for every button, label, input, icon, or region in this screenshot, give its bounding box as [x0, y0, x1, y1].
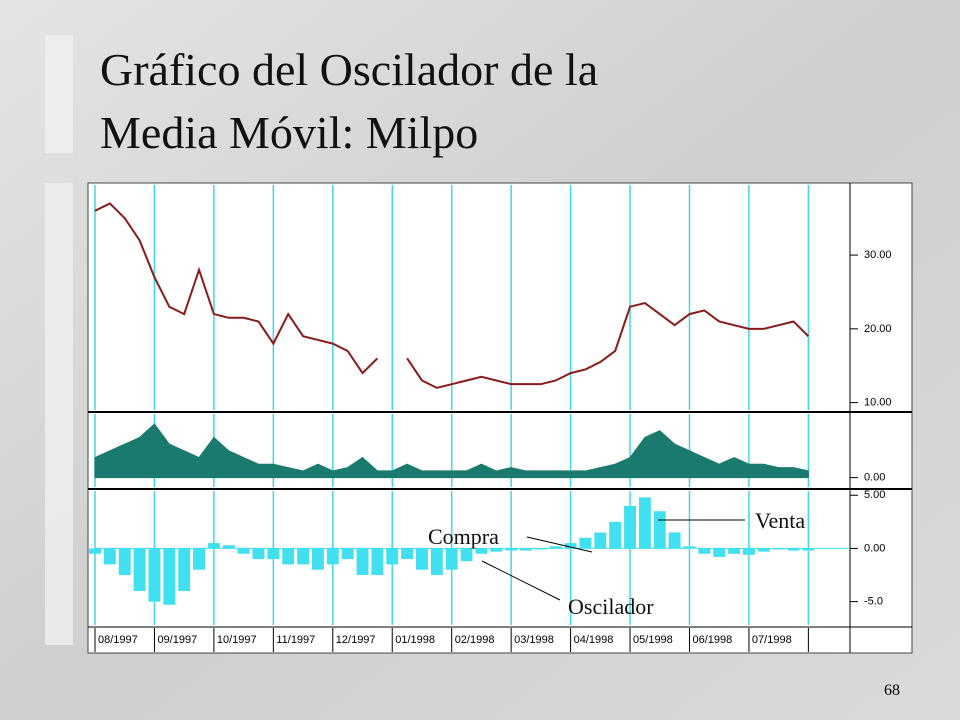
oscillator-bar — [579, 537, 592, 549]
x-tick-label: 11/1997 — [276, 634, 315, 646]
oscillator-bar — [445, 548, 458, 570]
oscillator-bar — [193, 548, 205, 570]
oscillator-bar — [713, 548, 726, 557]
oscillator-bar — [341, 548, 354, 560]
oscillator-bar — [103, 548, 116, 565]
oscillator-bar — [668, 532, 681, 549]
oscillator-bar — [609, 521, 622, 549]
oscillator-bar — [505, 548, 518, 551]
oscillator-bar — [802, 548, 815, 551]
oscillator-bar — [757, 548, 770, 552]
oscillator-bar — [311, 548, 324, 570]
annotation-line — [526, 536, 593, 553]
oscillator-bar — [222, 545, 235, 549]
oscillator-bar — [297, 548, 310, 565]
oscillator-bar — [653, 511, 666, 549]
oscillator-bar — [520, 548, 532, 551]
oscillator-bar — [490, 548, 503, 552]
y-tick-label: 5.00 — [864, 489, 885, 501]
page-number: 68 — [884, 682, 900, 699]
annotation-line — [481, 560, 561, 601]
oscillator-bar — [638, 497, 651, 549]
oscillator-bar — [237, 548, 250, 554]
oscillator-bar — [371, 548, 384, 576]
oscillator-bar — [133, 548, 146, 591]
title-line: Media Móvil: Milpo — [100, 107, 478, 158]
oscillator-bar — [89, 548, 101, 554]
title-line: Gráfico del Oscilador de la — [100, 44, 598, 95]
chart-frame — [87, 182, 913, 654]
y-tick-label: 10.00 — [864, 397, 892, 409]
x-tick-label: 12/1997 — [336, 634, 376, 646]
oscillator-bar — [178, 548, 191, 591]
decor-bar — [45, 183, 73, 645]
price-line — [94, 202, 810, 389]
oscillator-bar — [742, 548, 755, 555]
y-tick-label: -5.0 — [864, 596, 883, 608]
oscillator-bar — [252, 548, 265, 560]
x-tick-label: 03/1998 — [514, 634, 554, 646]
x-tick-label: 02/1998 — [455, 634, 495, 646]
annotation: Venta — [755, 508, 805, 533]
oscillator-bar — [460, 548, 473, 562]
y-tick-label: 20.00 — [864, 323, 892, 335]
y-tick-label: 0.00 — [864, 472, 885, 484]
volume-area — [94, 423, 809, 479]
oscillator-bar — [416, 548, 428, 570]
x-tick-label: 06/1998 — [692, 634, 732, 646]
oscillator-bar — [282, 548, 295, 565]
oscillator-bar — [728, 548, 741, 554]
oscillator-bar — [163, 548, 176, 605]
y-tick-label: 30.00 — [864, 249, 892, 261]
oscillator-bar — [594, 532, 607, 549]
x-tick-label: 10/1997 — [217, 634, 257, 646]
x-tick-label: 07/1998 — [752, 634, 792, 646]
y-tick-label: 0.00 — [864, 542, 885, 554]
oscillator-bar — [118, 548, 131, 576]
x-tick-label: 08/1997 — [98, 634, 138, 646]
oscillator-bar — [430, 548, 443, 576]
x-tick-label: 04/1998 — [574, 634, 614, 646]
oscillator-bar — [683, 546, 696, 549]
oscillator-bar — [207, 543, 220, 549]
oscillator-bar — [148, 548, 161, 602]
x-tick-label: 01/1998 — [395, 634, 435, 646]
decor-bar — [45, 35, 73, 153]
oscillator-bar — [787, 548, 800, 551]
oscillator-bar — [772, 548, 785, 550]
oscillator-bar — [624, 505, 636, 549]
oscillator-bar — [401, 548, 414, 560]
oscillator-bar — [549, 546, 562, 549]
oscillator-bar — [386, 548, 399, 565]
oscillator-bar — [356, 548, 369, 576]
oscillator-bar — [564, 543, 577, 549]
oscillator-bar — [475, 548, 488, 554]
oscillator-bar — [698, 548, 711, 554]
annotation: Oscilador — [568, 594, 654, 619]
oscillator-bar — [534, 548, 547, 550]
oscillator-bar — [326, 548, 339, 565]
x-tick-label: 09/1997 — [157, 634, 197, 646]
x-tick-label: 05/1998 — [633, 634, 673, 646]
annotation: Compra — [428, 524, 499, 549]
oscillator-bar — [267, 548, 280, 560]
